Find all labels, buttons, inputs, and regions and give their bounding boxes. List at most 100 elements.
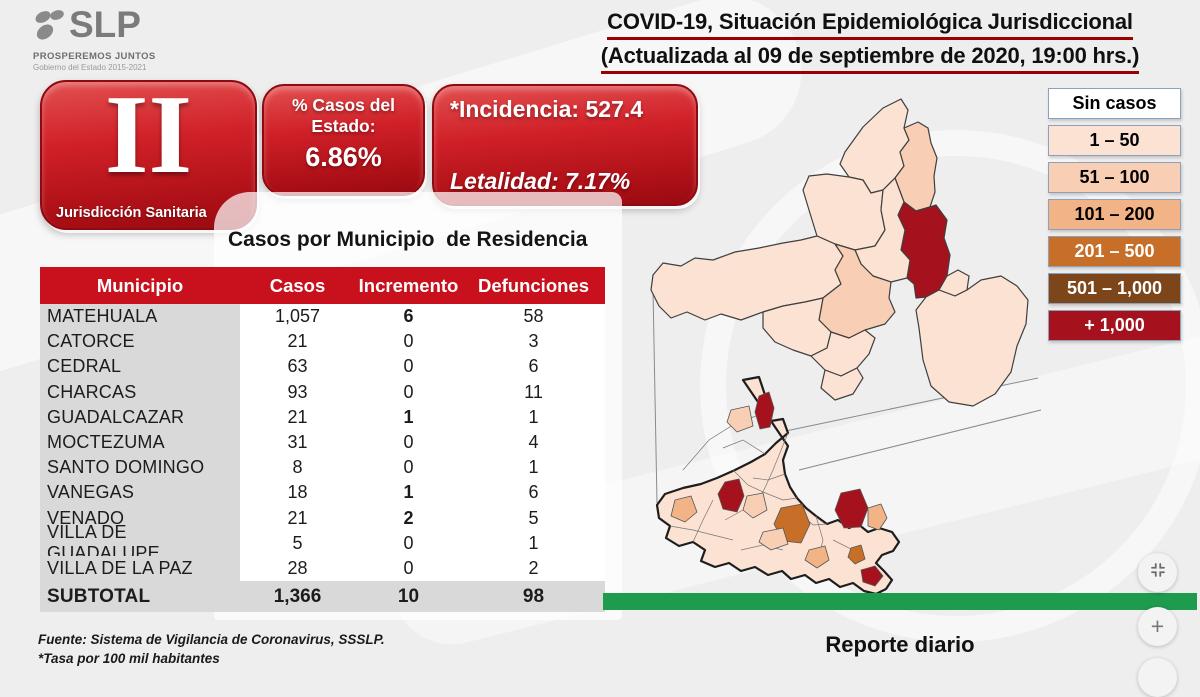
state-share-badge: % Casos del Estado: 6.86%: [262, 84, 425, 196]
table-row: VENADO 21 2 5: [40, 505, 605, 531]
legend-item: 101 – 200: [1048, 199, 1181, 230]
cell-incremento: 1: [355, 480, 462, 506]
cell-incremento: 6: [355, 304, 462, 330]
jurisdiction-label: Jurisdicción Sanitaria: [56, 205, 207, 221]
legend-item-label: Sin casos: [1072, 93, 1157, 113]
title-line2: (Actualizada al 09 de septiembre de 2020…: [600, 40, 1139, 75]
cell-casos: 1,057: [240, 304, 355, 330]
cases-table: Municipio Casos Incremento Defunciones M…: [40, 267, 605, 613]
table-row: MOCTEZUMA 31 0 4: [40, 429, 605, 456]
state-region-mid-2: [670, 495, 698, 523]
state-region-mid-1: [726, 405, 754, 433]
cell-incremento: 0: [355, 429, 462, 456]
zoom-in-button[interactable]: +: [1138, 607, 1177, 646]
green-divider-bar: [603, 593, 1197, 610]
subtotal-label: SUBTOTAL: [40, 581, 240, 613]
state-region-mid-3: [742, 492, 768, 519]
cell-municipio: GUADALCAZAR: [40, 404, 240, 430]
cell-defunciones: 6: [462, 480, 605, 506]
logo-tagline: PROSPEREMOS JUNTOS: [33, 51, 156, 62]
logo-brand-text: SLP: [69, 4, 141, 45]
legend-item-label: 1 – 50: [1089, 130, 1140, 150]
cell-incremento: 2: [355, 505, 462, 531]
column-header-municipio: Municipio: [96, 274, 184, 296]
source-note: Fuente: Sistema de Vigilancia de Coronav…: [38, 632, 385, 647]
plus-icon: +: [1150, 613, 1165, 639]
legend-item-label: 201 – 500: [1074, 241, 1155, 261]
state-region-high-3: [834, 488, 869, 529]
state-region-orange-2: [847, 544, 866, 565]
logo-subtext: Gobierno del Estado 2015-2021: [33, 63, 147, 72]
legend-item-label: 51 – 100: [1079, 167, 1150, 187]
cell-municipio: VILLA DE GUADALUPE: [40, 522, 240, 563]
cell-defunciones: 58: [462, 304, 605, 330]
cell-incremento: 0: [355, 329, 462, 355]
cell-defunciones: 1: [462, 404, 605, 430]
state-region-mid-5: [758, 527, 789, 551]
jurisdiction-map: [650, 98, 1029, 407]
table-row: SANTO DOMINGO 8 0 1: [40, 455, 605, 481]
cell-municipio: CATORCE: [40, 329, 240, 355]
slp-logo: SLP PROSPEREMOS JUNTOS Gobierno del Esta…: [33, 4, 183, 72]
state-region-high-1: [754, 391, 775, 430]
map-connector-line: [652, 289, 658, 504]
column-header-incremento: Incremento: [358, 274, 459, 296]
state-region-mid-6: [804, 545, 830, 569]
legend-item: + 1,000: [1048, 310, 1181, 341]
cell-casos: 28: [240, 555, 355, 582]
table-row: VILLA DE LA PAZ 28 0 2: [40, 555, 605, 582]
cell-municipio: VENADO: [40, 505, 240, 531]
cell-municipio: SANTO DOMINGO: [40, 455, 240, 481]
cell-defunciones: 2: [462, 555, 605, 582]
choropleth-map: [613, 80, 1045, 612]
table-header-row: Municipio Casos Incremento Defunciones: [40, 267, 605, 304]
zoom-out-button[interactable]: [1138, 658, 1177, 697]
legend-item: 51 – 100: [1048, 162, 1181, 193]
incidence-badge: *Incidencia: 527.4 Letalidad: 7.17%: [432, 84, 698, 206]
map-legend: Sin casos 1 – 50 51 – 100 101 – 200 201 …: [1048, 88, 1181, 347]
cell-defunciones: 1: [462, 455, 605, 481]
cell-municipio: VILLA DE LA PAZ: [40, 555, 240, 582]
cell-casos: 21: [240, 505, 355, 531]
cell-incremento: 0: [355, 455, 462, 481]
state-inset-map: [655, 375, 901, 596]
legend-item: 501 – 1,000: [1048, 273, 1181, 304]
subtotal-row: SUBTOTAL 1,366 10 98: [40, 581, 605, 613]
cell-incremento: 0: [355, 379, 462, 405]
map-region-guadalcazar: [915, 275, 1029, 407]
column-header-casos: Casos: [269, 274, 326, 296]
lethality-text: Letalidad: 7.17%: [450, 168, 631, 194]
cell-municipio: MOCTEZUMA: [40, 429, 240, 456]
jurisdiction-numeral: II: [104, 73, 193, 197]
subtotal-incremento: 10: [355, 581, 462, 613]
map-region-south-tip: [820, 367, 864, 401]
legend-item: Sin casos: [1048, 88, 1181, 119]
cell-municipio: VANEGAS: [40, 480, 240, 506]
cell-casos: 21: [240, 404, 355, 430]
table-row: CEDRAL 63 0 6: [40, 354, 605, 380]
legend-item: 1 – 50: [1048, 125, 1181, 156]
fit-to-screen-button[interactable]: [1138, 553, 1177, 592]
cell-casos: 63: [240, 354, 355, 380]
cell-casos: 5: [240, 530, 355, 556]
legend-item-label: + 1,000: [1084, 315, 1145, 335]
cell-defunciones: 4: [462, 429, 605, 456]
subtotal-defunciones: 98: [462, 581, 605, 613]
page-title: COVID-19, Situación Epidemiológica Juris…: [540, 6, 1200, 75]
slp-logo-mark-icon: [33, 8, 67, 49]
cell-municipio: CEDRAL: [40, 354, 240, 380]
map-connector-line: [798, 409, 1042, 471]
cell-municipio: CHARCAS: [40, 379, 240, 405]
cell-casos: 93: [240, 379, 355, 405]
table-row: MATEHUALA 1,057 6 58: [40, 304, 605, 330]
cell-defunciones: 3: [462, 329, 605, 355]
report-type-label: Reporte diario: [825, 632, 975, 657]
state-region-high-2: [717, 478, 745, 513]
cell-casos: 8: [240, 455, 355, 481]
legend-item: 201 – 500: [1048, 236, 1181, 267]
table-row: VANEGAS 18 1 6: [40, 480, 605, 506]
table-row: CHARCAS 93 0 11: [40, 379, 605, 405]
fit-to-screen-icon: [1149, 561, 1167, 584]
legend-item-label: 101 – 200: [1074, 204, 1155, 224]
subtotal-casos: 1,366: [240, 581, 355, 613]
